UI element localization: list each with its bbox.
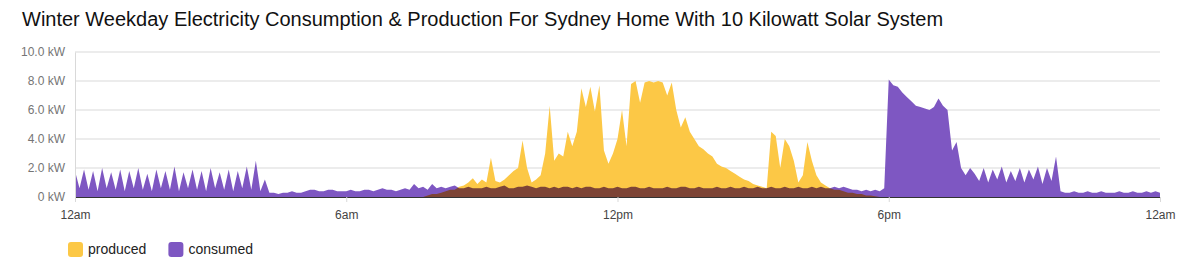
legend-item: consumed xyxy=(168,241,253,257)
y-tick: 2.0 kW xyxy=(28,161,75,175)
x-tick-mark xyxy=(1160,197,1161,202)
y-tick: 8.0 kW xyxy=(28,74,75,88)
x-tick-mark xyxy=(618,197,619,202)
grid xyxy=(75,52,1160,197)
legend-swatch xyxy=(168,242,183,257)
legend-swatch xyxy=(68,242,83,257)
legend: produced consumed xyxy=(68,241,253,257)
x-axis: 12am 6am 12pm 6pm 12am xyxy=(60,197,1175,222)
x-tick-mark xyxy=(889,197,890,202)
x-tick: 12am xyxy=(60,197,90,222)
y-axis-line xyxy=(75,53,76,198)
y-tick-label: 8.0 kW xyxy=(28,74,66,88)
y-axis: 0 kW 2.0 kW 4.0 kW 6.0 kW 8.0 kW 10.0 kW xyxy=(21,45,76,204)
y-tick-label: 0 kW xyxy=(38,190,66,204)
x-axis-line xyxy=(76,198,1161,203)
marks xyxy=(75,80,1160,197)
y-tick: 0 kW xyxy=(38,190,75,204)
x-tick: 12pm xyxy=(603,197,633,222)
y-tick-label: 4.0 kW xyxy=(28,132,66,146)
grid-line xyxy=(75,52,1160,53)
grid-line xyxy=(75,81,1160,82)
x-tick-mark xyxy=(75,197,76,202)
y-tick-label: 6.0 kW xyxy=(28,103,66,117)
legend-item: produced xyxy=(68,241,146,257)
x-tick: 12am xyxy=(1145,197,1175,222)
area-consumed xyxy=(75,80,1160,197)
y-tick: 10.0 kW xyxy=(21,45,75,59)
x-tick-label: 6pm xyxy=(878,208,901,222)
y-tick-label: 2.0 kW xyxy=(28,161,66,175)
legend-label: produced xyxy=(88,241,146,257)
x-tick-label: 12am xyxy=(1145,208,1175,222)
x-tick: 6pm xyxy=(878,197,901,222)
x-tick-label: 12pm xyxy=(603,208,633,222)
legend-label: consumed xyxy=(188,241,253,257)
y-tick: 4.0 kW xyxy=(28,132,75,146)
x-tick-label: 12am xyxy=(60,208,90,222)
x-tick-mark xyxy=(346,197,347,202)
grid-line xyxy=(75,110,1160,111)
x-tick: 6am xyxy=(335,197,358,222)
chart: Winter Weekday Electricity Consumption &… xyxy=(0,0,1185,266)
x-tick-label: 6am xyxy=(335,208,358,222)
plot: 0 kW 2.0 kW 4.0 kW 6.0 kW 8.0 kW 10.0 kW 12am 6… xyxy=(21,45,1176,221)
y-tick-label: 10.0 kW xyxy=(21,45,66,59)
y-tick: 6.0 kW xyxy=(28,103,75,117)
title: Winter Weekday Electricity Consumption &… xyxy=(22,8,943,30)
